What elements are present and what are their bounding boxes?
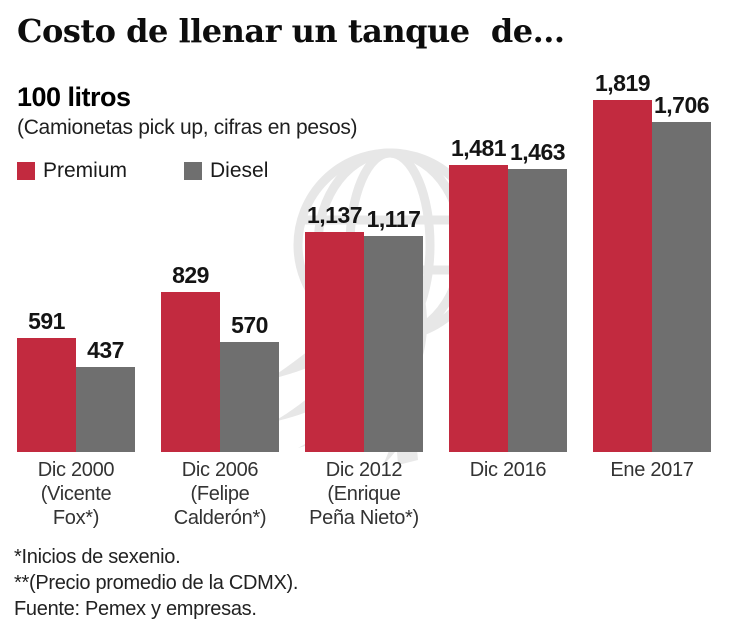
value-label: 437 [87,337,124,363]
bar-diesel-dic-2016: 1,463 [508,139,567,452]
bar-premium-dic-2012: 1,137 [305,202,364,452]
chart-subtitle: 100 litros [17,82,131,112]
value-label: 1,706 [653,92,710,118]
legend-label-diesel: Diesel [210,159,269,182]
bar-group-ene-2017: 1,819 1,706 [593,70,711,452]
bar-diesel-dic-2006: 570 [220,312,279,452]
bar-chart-plot-area: 591 437 829 570 1,137 1,117 1,481 1,463 1,819 1,7… [17,70,711,452]
bar-premium-dic-2006: 829 [161,262,220,452]
legend: Premium Diesel [17,159,268,183]
bar-group-dic-2016: 1,481 1,463 [449,135,567,452]
bar-premium-ene-2017: 1,819 [593,70,652,452]
value-label: 1,463 [509,139,566,165]
bar-diesel-dic-2012: 1,117 [364,206,423,452]
x-axis-label-dic-2012: Dic 2012 (Enrique Peña Nieto*) [309,459,419,529]
footnotes: *Inicios de sexenio. **(Precio promedio … [14,544,298,620]
source-line: Fuente: Pemex y empresas. [14,598,257,620]
x-axis-label-dic-2006: Dic 2006 (Felipe Calderón*) [173,459,267,529]
x-axis-label-dic-2000: Dic 2000 (Vicente Fox*) [37,459,115,529]
bar-diesel-ene-2017: 1,706 [652,92,711,452]
legend-label-premium: Premium [43,159,128,182]
footnote-sexenio: *Inicios de sexenio. [14,546,181,568]
legend-item-premium: Premium [17,159,127,183]
value-label: 591 [28,308,65,334]
bar-group-dic-2006: 829 570 [161,262,279,452]
chart-note: (Camionetas pick up, cifras en pesos) [17,116,358,139]
footnote-cdmx: **(Precio promedio de la CDMX). [14,572,299,594]
value-label: 829 [172,262,209,288]
bar-premium-dic-2016: 1,481 [449,135,508,452]
diesel-color-swatch [184,162,203,180]
value-label: 1,137 [306,202,363,228]
value-label: 1,481 [450,135,507,161]
bar-group-dic-2000: 591 437 [17,308,135,452]
value-label: 570 [231,312,268,338]
chart-title: Costo de llenar un tanque de... [17,12,565,50]
bar-premium-dic-2000: 591 [17,308,76,452]
value-label: 1,819 [594,70,651,96]
legend-item-diesel: Diesel [184,159,268,183]
x-axis-labels: Dic 2000 (Vicente Fox*) Dic 2006 (Felipe … [17,458,711,530]
value-label: 1,117 [366,206,421,232]
x-axis-label-ene-2017: Ene 2017 [610,459,694,481]
x-axis-label-dic-2016: Dic 2016 [469,459,547,481]
bar-group-dic-2012: 1,137 1,117 [305,202,423,452]
bar-diesel-dic-2000: 437 [76,337,135,452]
premium-color-swatch [17,162,35,180]
